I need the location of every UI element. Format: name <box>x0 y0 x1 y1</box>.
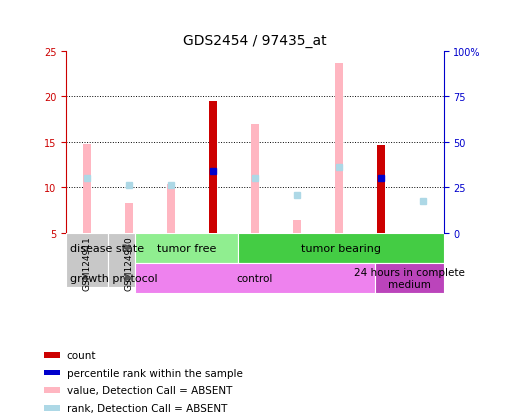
Bar <box>293 221 300 233</box>
Bar <box>237 233 443 263</box>
Text: GSM124986: GSM124986 <box>376 236 384 291</box>
Bar <box>83 144 91 233</box>
Text: GSM124985: GSM124985 <box>334 236 343 291</box>
Text: control: control <box>236 273 273 283</box>
Text: GSM124982: GSM124982 <box>208 236 217 290</box>
Text: count: count <box>67 350 96 360</box>
Bar <box>135 233 237 263</box>
Bar <box>209 173 216 233</box>
Bar <box>66 233 108 287</box>
Text: tumor bearing: tumor bearing <box>300 243 380 253</box>
Bar <box>125 203 133 233</box>
Text: growth protocol: growth protocol <box>70 273 157 283</box>
Bar <box>192 233 234 287</box>
Bar <box>44 370 60 375</box>
Bar <box>275 233 317 287</box>
Bar <box>359 233 401 287</box>
Bar <box>251 124 258 233</box>
Bar <box>234 233 275 287</box>
Text: GSM124984: GSM124984 <box>292 236 301 290</box>
Bar <box>44 352 60 358</box>
Bar <box>167 184 175 233</box>
Text: GSM124981: GSM124981 <box>166 236 175 291</box>
Bar <box>374 263 443 293</box>
Bar <box>108 233 150 287</box>
Title: GDS2454 / 97435_at: GDS2454 / 97435_at <box>183 34 326 48</box>
Text: GSM124983: GSM124983 <box>250 236 259 291</box>
Bar <box>376 145 384 233</box>
Bar <box>135 263 374 293</box>
Text: disease state: disease state <box>70 243 144 253</box>
Text: GSM124911: GSM124911 <box>82 236 92 291</box>
Bar <box>150 233 192 287</box>
Bar <box>209 102 216 233</box>
Text: percentile rank within the sample: percentile rank within the sample <box>67 368 242 377</box>
Text: rank, Detection Call = ABSENT: rank, Detection Call = ABSENT <box>67 403 227 413</box>
Text: GSM124987: GSM124987 <box>417 236 427 291</box>
Bar <box>334 64 342 233</box>
Text: value, Detection Call = ABSENT: value, Detection Call = ABSENT <box>67 385 232 395</box>
Bar <box>401 233 443 287</box>
Bar <box>44 405 60 411</box>
Text: GSM124980: GSM124980 <box>125 236 133 291</box>
Text: 24 hours in complete
medium: 24 hours in complete medium <box>353 268 464 289</box>
Bar <box>44 387 60 393</box>
Bar <box>317 233 359 287</box>
Text: tumor free: tumor free <box>156 243 216 253</box>
